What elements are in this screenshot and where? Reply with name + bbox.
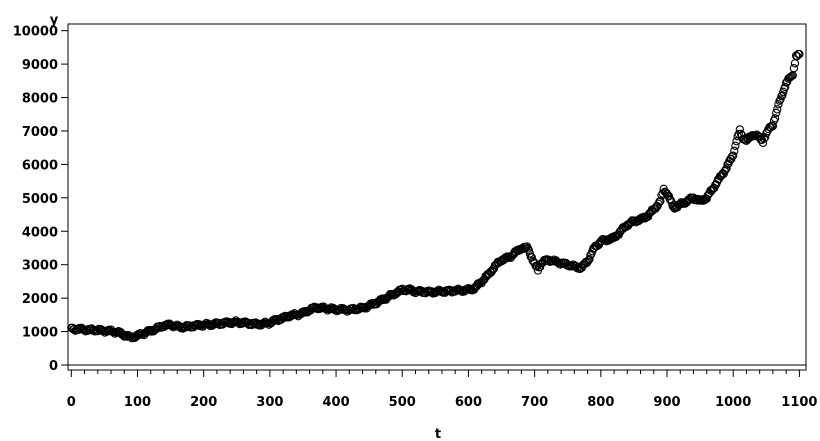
data-point: [525, 249, 535, 258]
x-tick-label: 1000: [715, 395, 751, 410]
data-point: [789, 64, 799, 73]
data-point: [768, 121, 778, 131]
y-tick-label: 5000: [22, 192, 58, 207]
x-axis-label: t: [435, 427, 441, 441]
y-tick-label: 2000: [22, 292, 58, 307]
data-point: [386, 291, 396, 300]
data-point: [608, 232, 618, 242]
data-point: [656, 196, 665, 206]
data-points: [67, 49, 804, 343]
data-point: [731, 141, 740, 150]
data-point: [758, 138, 768, 147]
data-point: [730, 146, 739, 155]
y-tick-label: 9000: [22, 58, 58, 73]
y-axis-ticks: 0 1000 2000 3000 4000 5000 6000 7000 8000 9000 100…: [13, 25, 68, 374]
data-point: [184, 321, 193, 331]
data-point: [773, 105, 782, 114]
x-tick-label: 700: [521, 395, 548, 410]
plot-frame: [67, 23, 807, 371]
data-point: [761, 133, 770, 142]
x-tick-label: 600: [455, 395, 482, 410]
y-tick-label: 0: [49, 359, 58, 374]
data-point: [489, 264, 499, 273]
data-point: [795, 49, 804, 59]
x-tick-label: 100: [124, 395, 151, 410]
data-point: [790, 59, 800, 68]
y-tick-label: 10000: [13, 25, 58, 40]
y-tick-label: 6000: [22, 158, 58, 173]
data-point: [776, 95, 785, 104]
x-tick-label: 0: [67, 395, 76, 410]
data-point: [729, 151, 738, 160]
data-point: [586, 251, 595, 260]
data-point: [777, 92, 786, 101]
data-point: [722, 164, 731, 173]
x-tick-label: 800: [587, 395, 614, 410]
data-point: [781, 82, 790, 92]
y-tick-label: 8000: [22, 92, 58, 107]
x-axis-ticks: 0 100 200 300 400 500 600 700 800 900 1000 1100: [67, 370, 817, 410]
x-tick-label: 400: [322, 395, 349, 410]
data-point: [759, 134, 769, 143]
data-point: [735, 125, 744, 134]
data-point: [770, 114, 780, 123]
data-point: [213, 319, 223, 328]
x-tick-label: 200: [190, 395, 217, 410]
data-point: [557, 259, 567, 269]
x-tick-label: 300: [256, 395, 283, 410]
x-tick-label: 500: [389, 395, 416, 410]
data-point: [611, 232, 621, 242]
data-point: [585, 255, 594, 264]
x-tick-label: 1100: [781, 395, 817, 410]
y-tick-label: 4000: [22, 225, 58, 240]
y-tick-label: 3000: [22, 259, 58, 274]
data-point: [774, 100, 783, 109]
data-point: [786, 72, 795, 82]
data-point: [772, 108, 781, 117]
y-axis-label: y: [50, 13, 59, 28]
y-tick-label: 7000: [22, 125, 58, 140]
y-tick-label: 1000: [22, 326, 58, 341]
data-point: [766, 123, 775, 132]
data-point: [762, 129, 771, 138]
x-tick-label: 900: [653, 395, 680, 410]
